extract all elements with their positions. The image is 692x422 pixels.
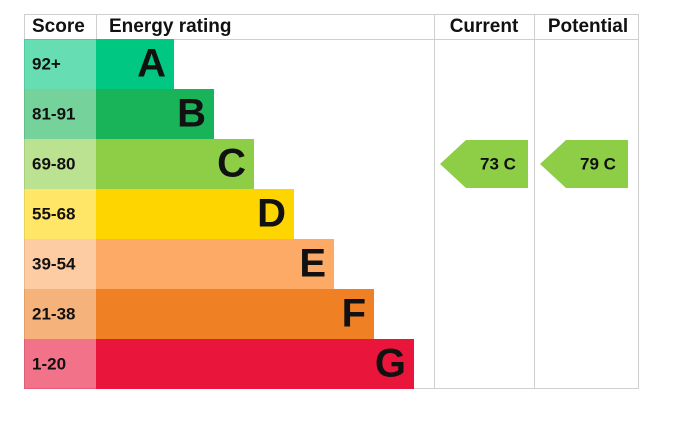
header-score: Score — [32, 16, 85, 37]
rating-bar — [96, 139, 254, 189]
arrow-label: 73 C — [480, 154, 516, 173]
rating-letter: F — [342, 292, 366, 336]
header-rating: Energy rating — [109, 16, 231, 37]
rating-arrow — [540, 140, 628, 188]
header-potential: Potential — [548, 16, 628, 37]
rating-letter: A — [137, 42, 166, 86]
rating-letter: C — [217, 142, 246, 186]
rating-bar — [96, 89, 214, 139]
rating-bar — [96, 39, 174, 89]
header-current: Current — [450, 16, 519, 37]
rating-letter: B — [177, 92, 206, 136]
score-label: 21-38 — [32, 304, 75, 323]
score-label: 1-20 — [32, 354, 66, 373]
score-cell — [24, 289, 96, 339]
score-cell — [24, 139, 96, 189]
score-label: 39-54 — [32, 254, 76, 273]
arrow-label: 79 C — [580, 154, 616, 173]
score-label: 92+ — [32, 54, 61, 73]
rating-bar — [96, 339, 414, 389]
score-cell — [24, 89, 96, 139]
score-label: 69-80 — [32, 154, 75, 173]
rating-bar — [96, 289, 374, 339]
score-cell — [24, 239, 96, 289]
rating-bar — [96, 239, 334, 289]
score-cell — [24, 339, 96, 389]
rating-letter: G — [375, 342, 406, 386]
rating-bar — [96, 189, 294, 239]
rating-letter: E — [299, 242, 326, 286]
score-cell — [24, 39, 96, 89]
score-cell — [24, 189, 96, 239]
rating-arrow — [440, 140, 528, 188]
rating-letter: D — [257, 192, 286, 236]
score-label: 55-68 — [32, 204, 75, 223]
score-label: 81-91 — [32, 104, 75, 123]
